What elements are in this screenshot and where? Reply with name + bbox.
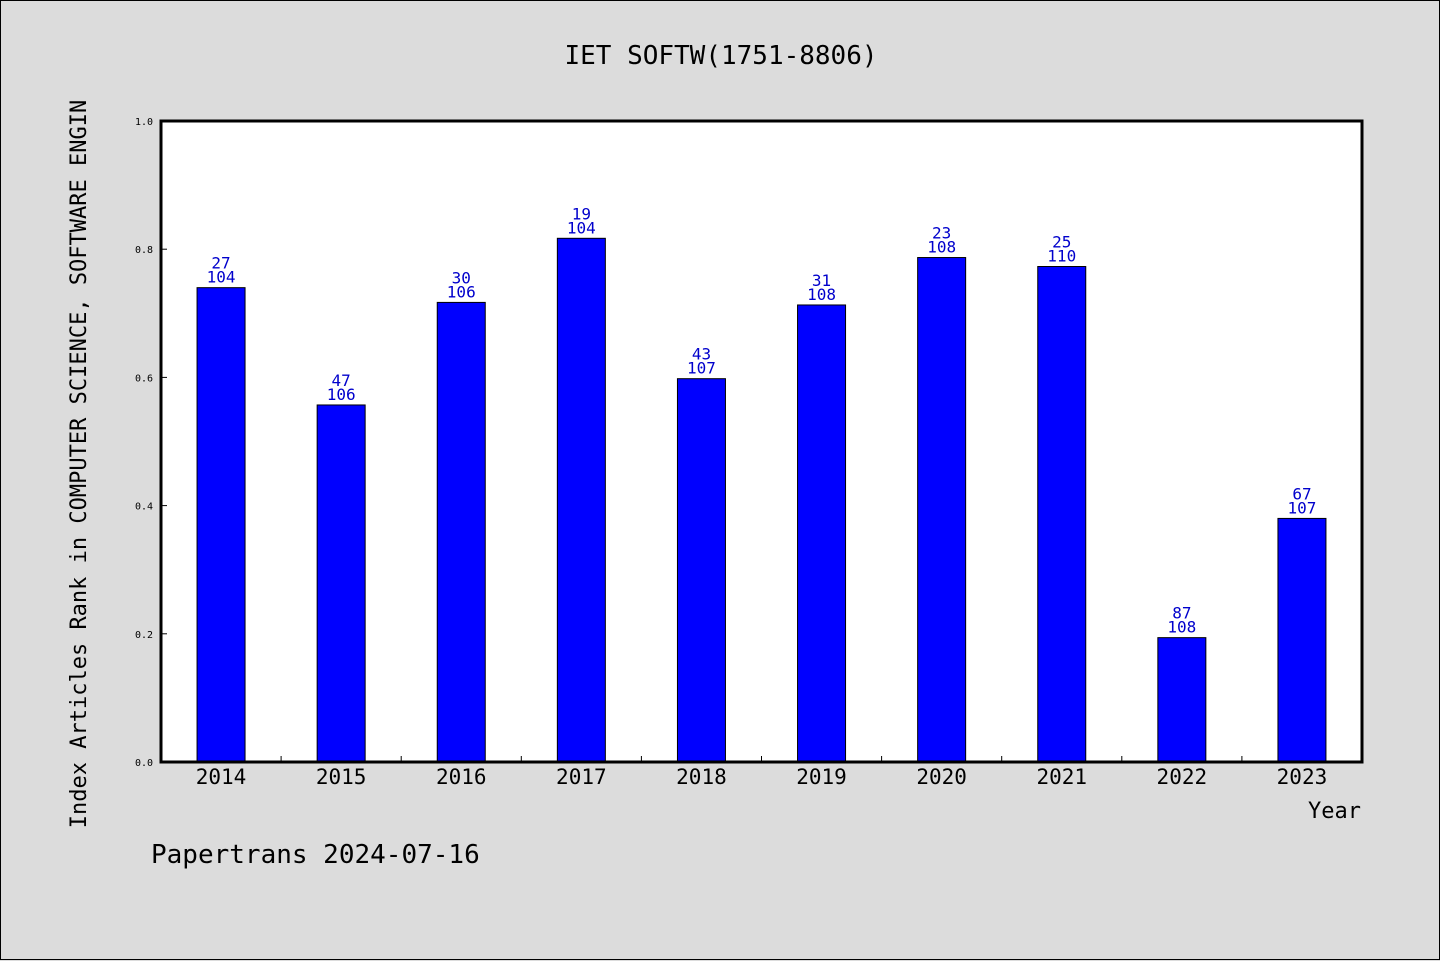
data-label-rank: 19 — [572, 204, 591, 223]
footer-watermark: Papertrans 2024-07-16 — [151, 840, 480, 870]
bar-2018 — [676, 378, 726, 763]
x-tick-label: 2017 — [556, 765, 607, 789]
data-label-rank: 30 — [452, 268, 471, 287]
data-label-rank: 25 — [1052, 233, 1071, 252]
x-tick-label: 2023 — [1277, 765, 1328, 789]
bar-2023 — [1277, 517, 1327, 763]
y-tick-label: 1.0 — [135, 117, 153, 128]
data-label-total: 104 — [207, 268, 236, 287]
x-tick-label: 2019 — [796, 765, 847, 789]
y-tick-label: 0.6 — [135, 373, 153, 384]
data-label-rank: 67 — [1292, 484, 1311, 503]
data-label-rank: 47 — [332, 371, 351, 390]
y-tick-label: 0.2 — [135, 630, 153, 641]
x-tick-label: 2020 — [916, 765, 967, 789]
x-tick-label: 2014 — [196, 765, 247, 789]
x-tick-label: 2016 — [436, 765, 487, 789]
data-label-total: 108 — [807, 285, 836, 304]
chart-title: IET SOFTW(1751-8806) — [564, 41, 877, 71]
y-tick-label: 0.0 — [135, 758, 153, 769]
x-tick-label: 2021 — [1036, 765, 1087, 789]
x-tick-label: 2015 — [316, 765, 367, 789]
bar-2016 — [436, 301, 486, 763]
bar-2014 — [196, 287, 246, 763]
bar-2021 — [1037, 266, 1087, 763]
data-label-total: 104 — [567, 218, 596, 237]
data-label-total: 107 — [687, 359, 716, 378]
data-label-rank: 31 — [812, 271, 831, 290]
x-tick-label: 2022 — [1157, 765, 1208, 789]
data-label-total: 106 — [447, 282, 476, 301]
data-label-total: 108 — [1167, 618, 1196, 637]
x-axis-label: Year — [1308, 799, 1361, 824]
data-label-total: 108 — [927, 238, 956, 257]
data-label-rank: 23 — [932, 224, 951, 243]
data-label-rank: 43 — [692, 345, 711, 364]
bar-2017 — [556, 237, 606, 763]
y-axis-label: Index Articles Rank in COMPUTER SCIENCE,… — [67, 100, 92, 828]
x-tick-label: 2018 — [676, 765, 727, 789]
data-label-total: 106 — [327, 385, 356, 404]
y-tick-label: 0.8 — [135, 245, 153, 256]
bar-2022 — [1157, 637, 1207, 763]
bar-2019 — [797, 304, 847, 763]
data-label-total: 110 — [1047, 247, 1076, 266]
data-label-total: 107 — [1287, 498, 1316, 517]
bar-2020 — [917, 257, 967, 763]
data-label-rank: 27 — [211, 254, 230, 273]
data-label-rank: 87 — [1172, 604, 1191, 623]
bar-2015 — [316, 404, 366, 763]
y-tick-label: 0.4 — [135, 502, 153, 513]
